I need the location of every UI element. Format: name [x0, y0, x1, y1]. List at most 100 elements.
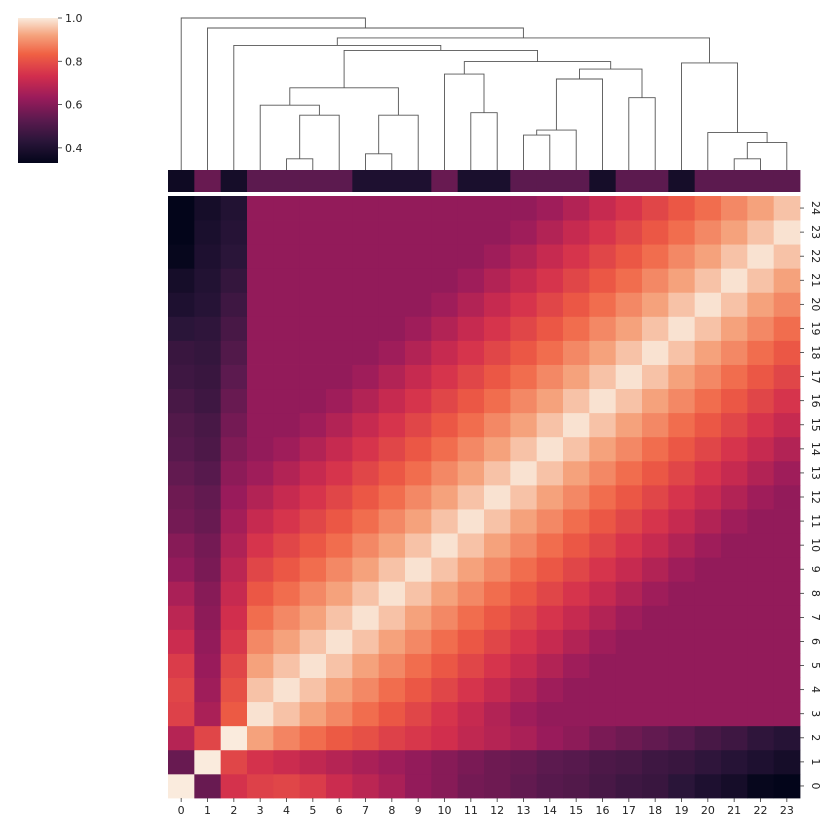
- heatmap-cell: [563, 605, 590, 630]
- heatmap-cell: [668, 653, 696, 678]
- column-color-cell: [457, 170, 485, 192]
- heatmap-cell: [431, 340, 459, 365]
- heatmap-cell: [247, 773, 274, 799]
- heatmap-cell: [773, 557, 801, 582]
- column-color-cell: [563, 170, 590, 192]
- heatmap-cell: [642, 292, 669, 317]
- heatmap-cell: [405, 436, 432, 462]
- heatmap-cell: [484, 484, 511, 510]
- heatmap-cell: [615, 509, 643, 534]
- heatmap-cell: [220, 412, 248, 438]
- heatmap-cell: [352, 292, 380, 317]
- y-tick-label: 16: [809, 394, 822, 408]
- heatmap-cell: [405, 701, 432, 727]
- heatmap-cell: [299, 244, 327, 269]
- heatmap-cell: [168, 220, 195, 245]
- y-tick-label: 24: [809, 201, 822, 215]
- heatmap-cell: [247, 605, 274, 630]
- heatmap-cell: [721, 316, 748, 341]
- dendrogram-link: [378, 114, 419, 170]
- heatmap-cell: [642, 388, 669, 414]
- column-color-cell: [168, 170, 195, 192]
- heatmap-cell: [431, 292, 459, 317]
- heatmap-cell: [484, 773, 511, 799]
- heatmap-cell: [747, 244, 775, 269]
- heatmap-cell: [589, 533, 617, 558]
- heatmap-cell: [773, 701, 801, 727]
- heatmap-cell: [168, 460, 195, 486]
- heatmap-cell: [484, 629, 511, 654]
- heatmap-cell: [457, 653, 485, 678]
- heatmap-cell: [615, 581, 643, 606]
- heatmap-cell: [405, 484, 432, 510]
- heatmap-cell: [352, 629, 380, 654]
- x-tick-label: 16: [596, 804, 610, 817]
- x-tick-label: 23: [780, 804, 794, 817]
- heatmap-cell: [273, 557, 301, 582]
- column-color-cell: [589, 170, 617, 192]
- heatmap-cell: [615, 436, 643, 462]
- heatmap-cell: [668, 412, 696, 438]
- heatmap-cell: [536, 773, 564, 799]
- heatmap-cell: [220, 749, 248, 775]
- heatmap-cell: [457, 196, 485, 221]
- heatmap-cell: [721, 773, 748, 799]
- heatmap-cell: [299, 653, 327, 678]
- heatmap-cell: [194, 725, 222, 751]
- heatmap-cell: [589, 509, 617, 534]
- heatmap-cell: [589, 773, 617, 799]
- heatmap-cell: [326, 364, 353, 390]
- heatmap-cell: [405, 412, 432, 438]
- heatmap-cell: [352, 436, 380, 462]
- heatmap-cell: [378, 292, 406, 317]
- heatmap-cell: [168, 388, 195, 414]
- heatmap-cell: [326, 629, 353, 654]
- heatmap-cell: [168, 364, 195, 390]
- heatmap-cell: [721, 605, 748, 630]
- heatmap-cell: [194, 244, 222, 269]
- heatmap-cell: [378, 412, 406, 438]
- heatmap-cell: [721, 509, 748, 534]
- heatmap-cell: [510, 388, 538, 414]
- heatmap-cell: [589, 701, 617, 727]
- heatmap-cell: [220, 316, 248, 341]
- y-tick-label: 23: [809, 225, 822, 239]
- heatmap-cell: [668, 244, 696, 269]
- heatmap-cell: [773, 436, 801, 462]
- heatmap-cells: [168, 196, 801, 799]
- heatmap-cell: [299, 292, 327, 317]
- heatmap-cell: [220, 292, 248, 317]
- y-tick-label: 13: [809, 466, 822, 480]
- heatmap-cell: [721, 196, 748, 221]
- heatmap-cell: [273, 436, 301, 462]
- heatmap-cell: [694, 773, 722, 799]
- column-color-cell: [642, 170, 669, 192]
- heatmap-cell: [668, 388, 696, 414]
- heatmap-cell: [484, 340, 511, 365]
- heatmap-cell: [352, 388, 380, 414]
- heatmap-cell: [747, 725, 775, 751]
- dendrogram-link: [579, 68, 643, 98]
- heatmap-cell: [352, 364, 380, 390]
- heatmap-cell: [721, 340, 748, 365]
- column-color-cell: [484, 170, 511, 192]
- heatmap-cell: [747, 557, 775, 582]
- heatmap-cell: [220, 605, 248, 630]
- heatmap-cell: [168, 725, 195, 751]
- heatmap-cell: [642, 725, 669, 751]
- x-tick-label: 7: [362, 804, 369, 817]
- heatmap-cell: [299, 364, 327, 390]
- heatmap-cell: [510, 653, 538, 678]
- heatmap-cell: [721, 533, 748, 558]
- heatmap-cell: [484, 653, 511, 678]
- heatmap-cell: [457, 244, 485, 269]
- heatmap-cell: [273, 412, 301, 438]
- heatmap-cell: [615, 196, 643, 221]
- x-tick-label: 15: [569, 804, 583, 817]
- x-tick-label: 5: [309, 804, 316, 817]
- x-tick-label: 22: [754, 804, 768, 817]
- heatmap-cell: [721, 460, 748, 486]
- heatmap-cell: [773, 533, 801, 558]
- heatmap-cell: [589, 364, 617, 390]
- heatmap-cell: [773, 605, 801, 630]
